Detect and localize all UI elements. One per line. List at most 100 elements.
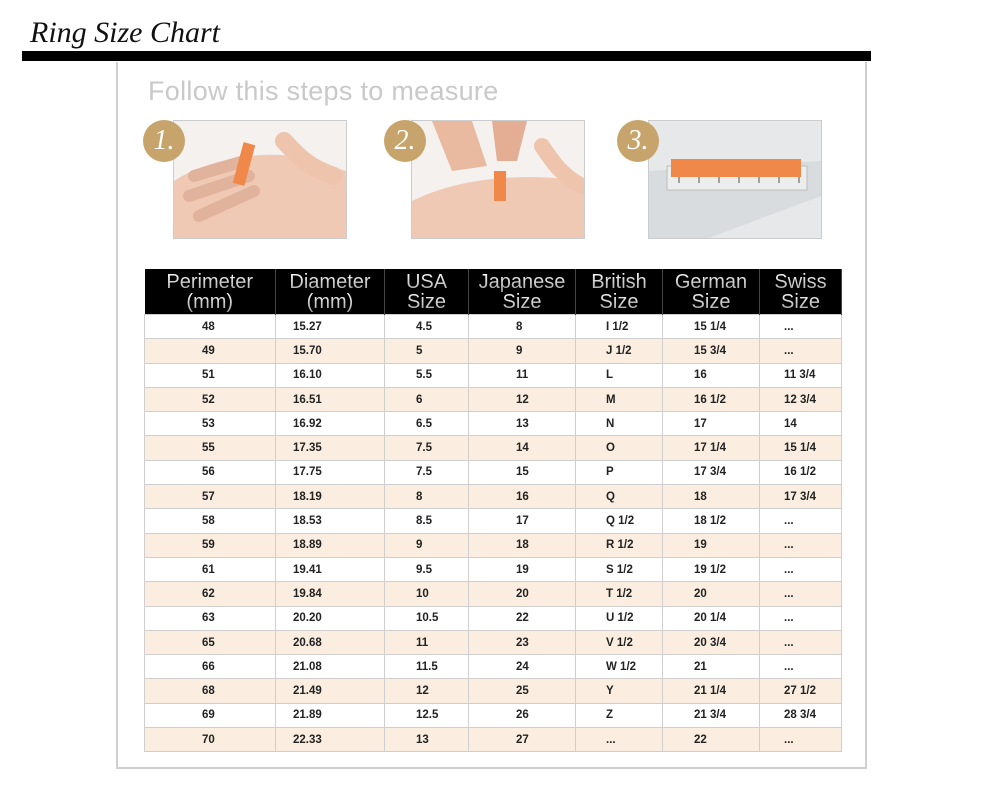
table-row: 53 16.92 6.5 13 N 17 14 [144, 411, 842, 437]
column-header-line: (mm) [145, 292, 276, 312]
table-cell: 51 [144, 362, 276, 388]
table-cell: 16.10 [275, 362, 385, 388]
table-cell: Z [575, 702, 663, 729]
column-header-line: Size [576, 292, 662, 312]
table-cell: 20 3/4 [662, 629, 760, 656]
table-cell: 27 1/2 [759, 678, 842, 704]
table-cell: ... [759, 727, 842, 753]
table-cell: 15 [468, 459, 576, 486]
table-cell: L [575, 362, 663, 388]
column-header: British Size [575, 269, 663, 315]
table-cell: 26 [468, 702, 576, 729]
column-header: Swiss Size [759, 269, 842, 315]
table-cell: 17 3/4 [662, 459, 760, 486]
table-cell: 19.41 [275, 556, 385, 583]
column-header-line: Japanese [469, 272, 575, 292]
table-header-row: Perimeter (mm) Diameter (mm) USA Size Japanese… [144, 269, 842, 315]
table-cell: 10.5 [384, 605, 469, 631]
table-cell: ... [759, 629, 842, 656]
step-3-badge: 3. [617, 120, 659, 162]
table-cell: P [575, 459, 663, 486]
table-cell: 8 [384, 484, 469, 510]
step-1-badge: 1. [143, 120, 185, 162]
table-cell: 9 [468, 338, 576, 364]
table-cell: 21 [662, 654, 760, 680]
table-cell: 53 [144, 411, 276, 437]
table-cell: R 1/2 [575, 532, 663, 558]
table-cell: ... [759, 313, 842, 340]
table-row: 63 20.20 10.5 22 U 1/2 20 1/4... [144, 605, 842, 631]
table-row: 65 20.68 11 23 V 1/2 20 3/4... [144, 629, 842, 656]
table-cell: 7.5 [384, 459, 469, 486]
table-cell: 68 [144, 678, 276, 704]
table-cell: 19 [468, 556, 576, 583]
table-cell: 23 [468, 629, 576, 656]
column-header-line: Swiss [760, 272, 841, 292]
column-header-line: Size [385, 292, 468, 312]
table-cell: U 1/2 [575, 605, 663, 631]
table-cell: ... [575, 727, 663, 753]
table-cell: 5.5 [384, 362, 469, 388]
table-cell: 20.20 [275, 605, 385, 631]
step-3-photo [648, 120, 822, 239]
table-cell: 22 [468, 605, 576, 631]
table-cell: 18 [468, 532, 576, 558]
table-cell: 6 [384, 386, 469, 413]
table-cell: 14 [468, 435, 576, 461]
table-cell: 18.19 [275, 484, 385, 510]
table-cell: N [575, 411, 663, 437]
table-cell: W 1/2 [575, 654, 663, 680]
column-header: USA Size [384, 269, 469, 315]
table-cell: 19 [662, 532, 760, 558]
table-cell: 69 [144, 702, 276, 729]
table-cell: 15 1/4 [759, 435, 842, 461]
table-cell: 66 [144, 654, 276, 680]
table-cell: 19.84 [275, 581, 385, 607]
table-cell: 27 [468, 727, 576, 753]
table-cell: 16.51 [275, 386, 385, 413]
table-cell: 16 1/2 [662, 386, 760, 413]
table-cell: ... [759, 508, 842, 534]
table-cell: 17.75 [275, 459, 385, 486]
table-cell: 12 [384, 678, 469, 704]
table-cell: 21.08 [275, 654, 385, 680]
table-cell: 22.33 [275, 727, 385, 753]
table-cell: 18 1/2 [662, 508, 760, 534]
table-cell: 21.89 [275, 702, 385, 729]
column-header: German Size [662, 269, 760, 315]
table-cell: 5 [384, 338, 469, 364]
table-row: 59 18.89 9 18 R 1/2 19... [144, 532, 842, 558]
table-cell: 16.92 [275, 411, 385, 437]
page-title: Ring Size Chart [30, 16, 221, 49]
column-header-line: Size [663, 292, 759, 312]
table-cell: 59 [144, 532, 276, 558]
column-header-line: Size [469, 292, 575, 312]
column-header-line: Perimeter [145, 272, 276, 292]
table-cell: 16 [662, 362, 760, 388]
column-header-line: German [663, 272, 759, 292]
table-cell: I 1/2 [575, 313, 663, 340]
table-cell: O [575, 435, 663, 461]
step-2-photo [411, 120, 585, 239]
table-row: 58 18.53 8.5 17 Q 1/2 18 1/2... [144, 508, 842, 534]
table-cell: 11 [468, 362, 576, 388]
table-cell: 8.5 [384, 508, 469, 534]
table-cell: 17 3/4 [759, 484, 842, 510]
table-cell: 22 [662, 727, 760, 753]
table-cell: 18.89 [275, 532, 385, 558]
table-cell: ... [759, 556, 842, 583]
table-cell: 12.5 [384, 702, 469, 729]
column-header-line: Size [760, 292, 841, 312]
title-underline-bar [22, 51, 871, 61]
table-cell: 13 [384, 727, 469, 753]
table-row: 68 21.49 12 25 Y 21 1/4 27 1/2 [144, 678, 842, 704]
table-cell: 16 [468, 484, 576, 510]
table-cell: 9 [384, 532, 469, 558]
step-2-badge: 2. [384, 120, 426, 162]
table-cell: 52 [144, 386, 276, 413]
table-cell: 28 3/4 [759, 702, 842, 729]
table-cell: Q 1/2 [575, 508, 663, 534]
column-header-line: Diameter [276, 272, 384, 292]
table-cell: 61 [144, 556, 276, 583]
table-row: 57 18.19 8 16 Q 18 17 3/4 [144, 484, 842, 510]
